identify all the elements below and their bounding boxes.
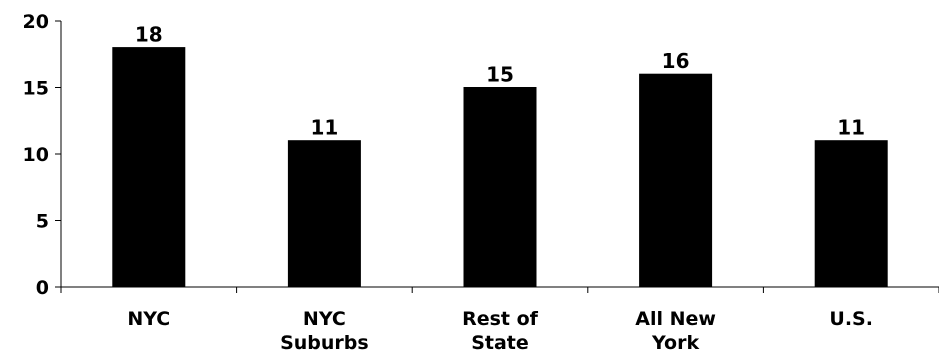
y-tick-label: 5 bbox=[36, 211, 49, 233]
y-tick-label: 10 bbox=[23, 144, 49, 166]
bar bbox=[463, 87, 537, 288]
category-label: U.S. bbox=[829, 308, 873, 330]
category-label-line: NYC bbox=[303, 308, 346, 330]
bar bbox=[287, 140, 361, 288]
bars bbox=[112, 47, 888, 288]
category-label: All New York bbox=[635, 308, 716, 354]
bar bbox=[639, 73, 713, 288]
category-label-line: State bbox=[471, 332, 529, 354]
data-label: 16 bbox=[662, 49, 690, 73]
data-label: 11 bbox=[837, 116, 865, 140]
y-tick-label: 20 bbox=[23, 11, 49, 33]
axes: 0 5 10 15 20 bbox=[23, 11, 939, 299]
category-label-line: All New bbox=[635, 308, 716, 330]
data-label: 15 bbox=[486, 63, 514, 87]
category-label-line: NYC bbox=[127, 308, 170, 330]
category-label-line: York bbox=[651, 332, 699, 354]
category-label-line: Suburbs bbox=[280, 332, 369, 354]
category-label: Rest of State bbox=[462, 308, 539, 354]
bar bbox=[112, 47, 186, 288]
y-tick-label: 15 bbox=[23, 78, 49, 100]
bar bbox=[814, 140, 888, 288]
category-label: NYC Suburbs bbox=[280, 308, 369, 354]
data-label: 11 bbox=[310, 116, 338, 140]
category-label: NYC bbox=[127, 308, 170, 330]
category-label-line: U.S. bbox=[829, 308, 873, 330]
category-label-line: Rest of bbox=[462, 308, 539, 330]
y-tick-label: 0 bbox=[36, 277, 49, 299]
data-label: 18 bbox=[135, 23, 163, 47]
